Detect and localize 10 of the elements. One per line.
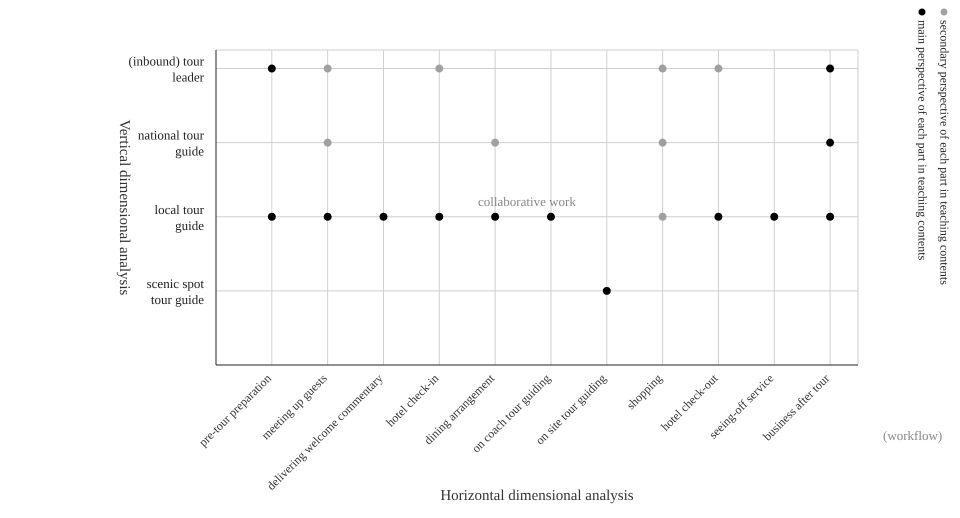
- text: (workflow): [883, 428, 942, 444]
- y-axis-title: Vertical dimensional analysis: [116, 120, 132, 296]
- category-label: national tour guide: [138, 127, 204, 158]
- annotation: collaborative work: [478, 194, 576, 210]
- legend-label: secondary perspective of each part in teaching contents: [936, 20, 952, 285]
- category-label: local tour guide: [154, 201, 204, 232]
- category-label: (inbound) tour leader: [128, 53, 204, 84]
- category-label: scenic spot tour guide: [146, 275, 204, 306]
- x-axis-title: Horizontal dimensional analysis: [440, 488, 634, 504]
- legend-label: main perspective of each part in teaching contents: [914, 20, 930, 260]
